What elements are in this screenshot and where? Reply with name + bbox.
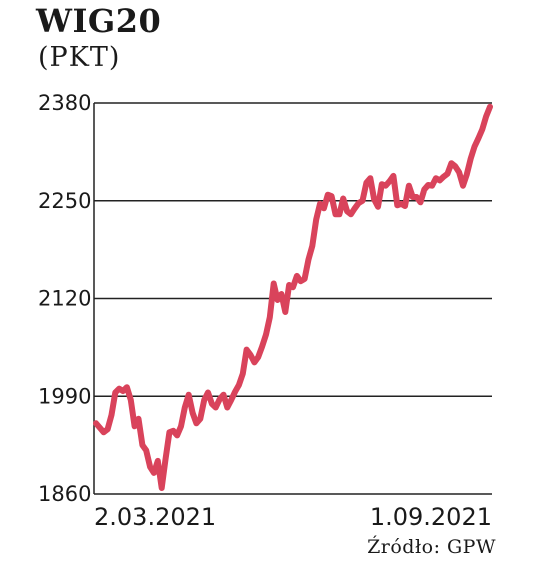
x-tick-label-end: 1.09.2021 [370,503,492,531]
unit-label: (PKT) [38,42,121,73]
x-tick-label-start: 2.03.2021 [94,503,216,531]
series-lines [93,103,493,491]
grid-lines [93,102,492,495]
chart-title: WIG20 [36,2,162,40]
source-note: Źródło: GPW [367,536,496,558]
series-line-0 [93,103,493,491]
y-tick-label-1860: 1860 [38,482,91,506]
y-tick-labels: 1860 1990 2120 2250 2380 [38,91,91,506]
y-tick-label-2250: 2250 [38,189,91,213]
y-tick-label-2120: 2120 [38,287,91,311]
x-tick-labels: 2.03.2021 1.09.2021 [94,503,492,531]
y-tick-label-2380: 2380 [38,91,91,115]
y-tick-label-1990: 1990 [38,384,91,408]
